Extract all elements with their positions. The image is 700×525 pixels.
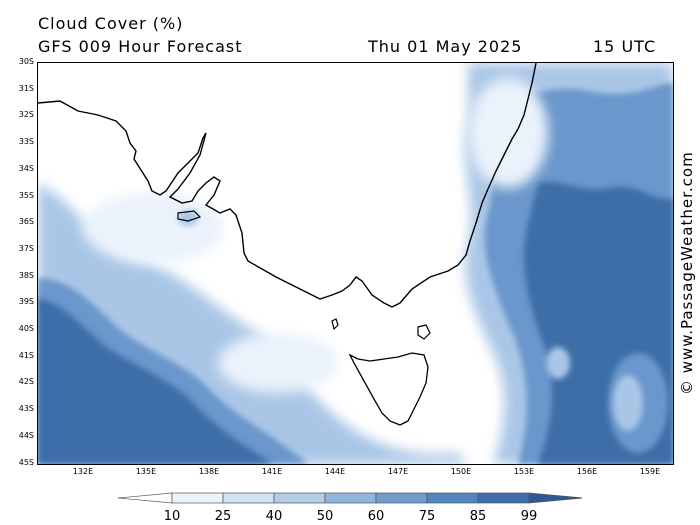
map-title: Cloud Cover (%): [38, 14, 184, 33]
colorbar-label: 10: [163, 509, 181, 524]
lat-label: 31S: [18, 83, 34, 93]
lat-label: 42S: [18, 377, 34, 387]
lon-label: 159E: [639, 467, 661, 476]
colorbar-segment: [222, 492, 275, 504]
lat-label: 40S: [18, 324, 34, 333]
cloud-cover-map: [37, 62, 674, 465]
colorbar-min-arrow: [118, 492, 173, 504]
colorbar-label: 99: [520, 509, 538, 524]
lat-label: 32S: [18, 110, 34, 120]
watermark: © www.PassageWeather.com: [678, 151, 696, 395]
lat-label: 43S: [18, 404, 34, 414]
coastline-flinders-island: [417, 324, 431, 340]
lat-label: 41S: [18, 350, 34, 360]
lat-label: 30S: [18, 57, 34, 66]
lon-label: 156E: [576, 467, 598, 476]
forecast-time: 15 UTC: [593, 37, 657, 56]
coastline-king-island: [331, 318, 339, 331]
colorbar-segment: [324, 492, 377, 504]
lon-label: 144E: [324, 467, 346, 476]
lat-label: 37S: [18, 243, 34, 253]
cloud-patch-light-1: [83, 193, 223, 263]
cloud-patch-light-2: [218, 333, 338, 393]
lat-label: 39S: [18, 297, 34, 307]
cloud-patch-mid-1: [613, 375, 643, 431]
coastline-tasmania: [348, 352, 429, 426]
cloud-patch-mid-3: [178, 210, 198, 226]
colorbar-segment: [426, 492, 479, 504]
lon-label: 138E: [198, 467, 220, 476]
colorbar-label: 25: [214, 509, 232, 524]
forecast-date: Thu 01 May 2025: [368, 37, 523, 56]
lat-label: 45S: [18, 457, 34, 467]
colorbar-label: 60: [367, 509, 385, 524]
cloud-deep-southwest: [38, 298, 273, 464]
lat-label: 35S: [18, 190, 34, 200]
lon-label: 141E: [261, 467, 283, 476]
colorbar: [118, 492, 582, 504]
colorbar-label: 40: [265, 509, 283, 524]
lat-label: 44S: [18, 430, 34, 440]
lat-label: 38S: [18, 270, 34, 280]
cloud-patch-light-3: [468, 78, 548, 188]
colorbar-segment: [375, 492, 428, 504]
colorbar-segment: [273, 492, 326, 504]
colorbar-segment: [171, 492, 224, 504]
colorbar-label: 50: [316, 509, 334, 524]
forecast-subtitle: GFS 009 Hour Forecast: [38, 37, 243, 56]
lat-label: 34S: [18, 163, 34, 173]
coastline-mainland: [38, 63, 537, 308]
colorbar-max-arrow: [528, 492, 582, 504]
lon-label: 135E: [135, 467, 157, 476]
cloud-patch-mid-2: [546, 347, 570, 379]
lon-label: 132E: [72, 467, 94, 476]
coastline-kangaroo-island: [177, 210, 202, 222]
lon-label: 147E: [387, 467, 409, 476]
lat-label: 33S: [18, 137, 34, 147]
lon-label: 153E: [513, 467, 535, 476]
lat-label: 36S: [18, 217, 34, 227]
colorbar-label: 85: [469, 509, 487, 524]
lon-label: 150E: [450, 467, 472, 476]
colorbar-label: 75: [418, 509, 436, 524]
colorbar-segment: [477, 492, 530, 504]
map-svg: [38, 63, 673, 464]
